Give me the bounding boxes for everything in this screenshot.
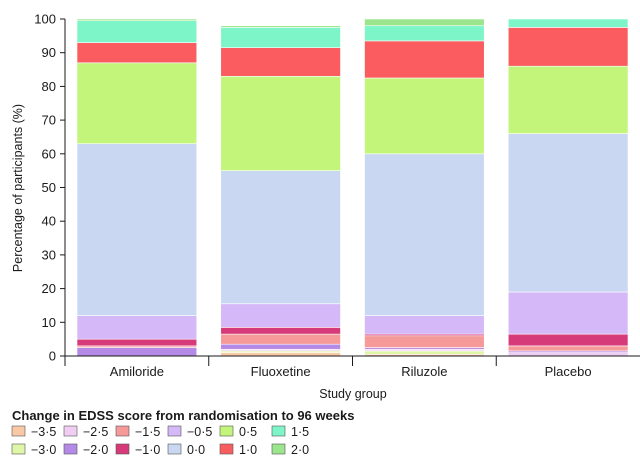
bar-segment-riluzole-8 (364, 77, 485, 155)
bar-segment-fluoxetine-7 (220, 170, 341, 305)
legend-swatch-2 (63, 425, 78, 437)
legend-swatch-1 (11, 443, 26, 455)
y-tick-label-50: 50 (42, 180, 56, 195)
bar-segment-placebo-4 (507, 345, 629, 352)
legend-label-6: −0·5 (187, 425, 212, 439)
axes-group: 0 10 20 30 40 50 60 70 80 90 100 Amiloride Fluoxetin… (34, 12, 640, 379)
bar-segment-riluzole-11 (364, 18, 485, 27)
legend: −3·5 −3·0 −2·5 −2·0 −1·5 −1·0 −0·5 0·0 0·5 1·0 1·5… (11, 425, 309, 457)
legend-swatch-11 (271, 443, 286, 455)
bar-segment-fluoxetine-4 (220, 333, 341, 345)
bar-segment-riluzole-9 (364, 40, 485, 79)
bar-segment-amiloride-10 (76, 20, 198, 43)
bar-segment-placebo-7 (507, 133, 629, 293)
legend-swatch-8 (219, 425, 234, 437)
legend-swatch-7 (167, 443, 182, 455)
bar-segment-fluoxetine-0 (220, 352, 341, 357)
legend-swatch-5 (115, 443, 130, 455)
y-tick-label-80: 80 (42, 79, 56, 94)
bar-segment-riluzole-7 (364, 153, 485, 316)
bar-segment-fluoxetine-11 (220, 25, 341, 28)
bar-segment-amiloride-11 (76, 18, 198, 21)
y-tick-label-70: 70 (42, 113, 56, 128)
bar-segment-riluzole-6 (364, 315, 485, 335)
bar-segment-placebo-5 (507, 333, 629, 347)
legend-swatch-6 (167, 425, 182, 437)
legend-label-5: −1·0 (135, 443, 160, 457)
bar-segment-riluzole-4 (364, 335, 485, 348)
bar-segment-amiloride-7 (76, 143, 198, 316)
y-tick-label-100: 100 (34, 12, 56, 27)
bar-segment-placebo-6 (507, 291, 629, 335)
legend-label-11: 2·0 (291, 443, 309, 457)
bar-segment-fluoxetine-5 (220, 327, 341, 335)
legend-label-0: −3·5 (31, 425, 56, 439)
y-tick-label-20: 20 (42, 281, 56, 296)
legend-swatch-0 (11, 425, 26, 437)
bar-segment-placebo-10 (507, 18, 629, 28)
bar-segment-amiloride-9 (76, 42, 198, 64)
bar-segment-placebo-2 (507, 352, 629, 357)
bar-segment-placebo-9 (507, 27, 629, 67)
bar-segment-amiloride-6 (76, 315, 198, 340)
y-tick-label-30: 30 (42, 247, 56, 262)
legend-label-4: −1·5 (135, 425, 160, 439)
x-tick-label-riluzole: Riluzole (401, 364, 447, 379)
x-tick-label-fluoxetine: Fluoxetine (251, 364, 311, 379)
bar-segment-fluoxetine-8 (220, 75, 341, 171)
y-axis-title: Percentage of participants (%) (11, 104, 25, 272)
legend-label-9: 1·0 (239, 443, 257, 457)
legend-label-1: −3·0 (31, 443, 56, 457)
legend-swatch-3 (63, 443, 78, 455)
bar-segment-amiloride-5 (76, 338, 198, 347)
x-axis-title: Study group (319, 387, 386, 401)
bar-segment-fluoxetine-6 (220, 303, 341, 328)
bar-segment-fluoxetine-9 (220, 47, 341, 77)
bar-segment-riluzole-1 (364, 350, 485, 355)
legend-label-7: 0·0 (187, 443, 205, 457)
legend-swatch-4 (115, 425, 130, 437)
bar-segment-fluoxetine-3 (220, 343, 341, 350)
x-tick-label-placebo: Placebo (545, 364, 592, 379)
bar-segment-placebo-8 (507, 65, 629, 134)
legend-label-10: 1·5 (291, 425, 309, 439)
y-tick-label-90: 90 (42, 45, 56, 60)
x-tick-label-amiloride: Amiloride (110, 364, 164, 379)
legend-label-2: −2·5 (83, 425, 108, 439)
legend-swatch-10 (271, 425, 286, 437)
y-tick-label-60: 60 (42, 146, 56, 161)
bar-segment-amiloride-3 (76, 347, 198, 357)
y-tick-label-10: 10 (42, 315, 56, 330)
legend-swatch-9 (219, 443, 234, 455)
y-tick-label-40: 40 (42, 214, 56, 229)
legend-label-3: −2·0 (83, 443, 108, 457)
bar-segment-fluoxetine-10 (220, 27, 341, 48)
legend-title: Change in EDSS score from randomisation … (12, 408, 354, 423)
bar-segment-amiloride-8 (76, 62, 198, 144)
bars-group (76, 18, 629, 357)
y-tick-label-0: 0 (49, 349, 56, 364)
bar-segment-riluzole-10 (364, 25, 485, 42)
legend-label-8: 0·5 (239, 425, 257, 439)
